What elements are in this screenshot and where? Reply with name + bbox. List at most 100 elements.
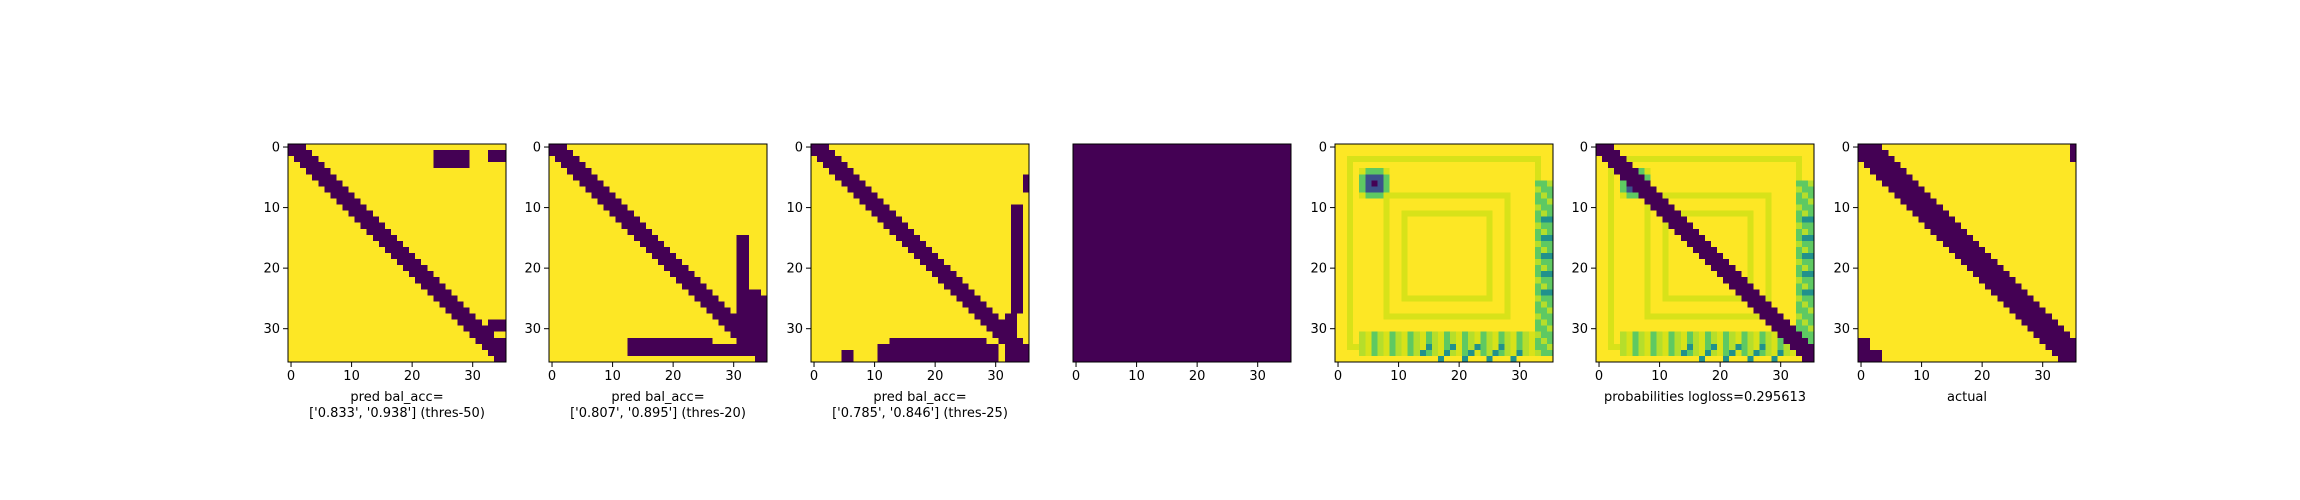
heatmap-cell (847, 307, 854, 314)
heatmap-cell (980, 325, 987, 333)
heatmap-cell (706, 265, 713, 272)
heatmap-cell (609, 301, 616, 308)
heatmap-cell (1260, 150, 1268, 157)
heatmap-cell (889, 222, 897, 230)
heatmap-cell (859, 301, 866, 308)
heatmap-cell (1182, 289, 1189, 296)
heatmap-cell (439, 343, 446, 351)
heatmap-cell (421, 253, 428, 260)
heatmap-cell (549, 180, 556, 187)
heatmap-cell (330, 234, 337, 242)
heatmap-cell (579, 192, 586, 199)
heatmap-cell (718, 186, 725, 193)
heatmap-cell (1272, 234, 1280, 242)
heatmap-cell (962, 150, 969, 157)
heatmap-cell (1212, 301, 1219, 308)
heatmap-cell (920, 307, 927, 314)
heatmap-cell (493, 307, 501, 314)
heatmap-cell (736, 265, 744, 272)
heatmap-cell (439, 144, 446, 151)
heatmap-cell (549, 240, 556, 248)
heatmap-cell (1133, 253, 1140, 260)
heatmap-cell (1230, 162, 1237, 169)
heatmap-cell (1242, 168, 1249, 175)
heatmap-cell (573, 343, 580, 351)
heatmap-cell (561, 186, 568, 193)
heatmap-cell (1079, 234, 1086, 242)
heatmap-cell (748, 301, 756, 308)
heatmap-cell (579, 228, 586, 236)
heatmap-cell (1266, 289, 1274, 296)
heatmap-cell (724, 325, 732, 333)
heatmap-cell (475, 283, 483, 290)
heatmap-cell (463, 253, 471, 260)
heatmap-cell (1163, 204, 1171, 211)
heatmap-cell (312, 180, 319, 187)
heatmap-cell (700, 246, 707, 254)
heatmap-cell (1073, 307, 1080, 314)
heatmap-cell (1022, 343, 1030, 351)
heatmap-cell (372, 204, 380, 211)
heatmap-cell (938, 301, 945, 308)
heatmap-cell (481, 168, 489, 175)
heatmap-cell (645, 283, 653, 290)
heatmap-cell (853, 216, 860, 224)
heatmap-cell (865, 162, 872, 169)
heatmap-cell (390, 162, 398, 169)
heatmap-cell (1163, 246, 1171, 254)
heatmap-cell (342, 289, 349, 296)
heatmap-cell (573, 150, 580, 157)
heatmap-cell (938, 180, 945, 187)
heatmap-cell (688, 355, 695, 363)
heatmap-cell (754, 180, 762, 187)
heatmap-cell (390, 240, 398, 248)
heatmap-cell (651, 271, 659, 278)
heatmap-cell (1133, 168, 1140, 175)
heatmap-cell (433, 180, 440, 187)
heatmap-cell (883, 253, 891, 260)
heatmap-cell (1157, 162, 1165, 169)
heatmap-cell (1091, 246, 1098, 254)
heatmap-cell (397, 162, 404, 169)
heatmap-cell (1163, 198, 1171, 205)
heatmap-cell (956, 162, 963, 169)
heatmap-cell (493, 234, 501, 242)
heatmap-cell (1206, 240, 1213, 248)
heatmap-cell (1224, 204, 1231, 211)
heatmap-cell (342, 295, 349, 302)
heatmap-cell (871, 319, 878, 327)
heatmap-cell (829, 313, 836, 320)
heatmap-cell (1188, 265, 1195, 272)
heatmap-cell (445, 192, 452, 199)
heatmap-cell (330, 319, 337, 327)
heatmap-cell (555, 216, 562, 224)
heatmap-cell (288, 295, 295, 302)
heatmap-cell (1182, 301, 1189, 308)
heatmap-cell (481, 180, 489, 187)
heatmap-cell (372, 319, 380, 327)
heatmap-cell (760, 259, 768, 266)
heatmap-cell (354, 349, 362, 357)
heatmap-cell (1127, 198, 1134, 205)
heatmap-cell (403, 307, 410, 314)
heatmap-cell (883, 313, 891, 320)
heatmap-cell (823, 150, 830, 157)
heatmap-cell (1224, 162, 1231, 169)
heatmap-cell (712, 343, 719, 351)
heatmap-cell (651, 337, 659, 345)
heatmap-cell (318, 216, 325, 224)
heatmap-cell (1248, 271, 1256, 278)
heatmap-cell (1194, 222, 1201, 230)
heatmap-cell (469, 246, 477, 254)
heatmap-cell (1224, 150, 1231, 157)
heatmap-cell (481, 259, 489, 266)
heatmap-cell (567, 234, 574, 242)
heatmap-cell (487, 331, 495, 339)
heatmap-cell (427, 156, 434, 163)
heatmap-cell (760, 337, 768, 345)
heatmap-cell (913, 234, 921, 242)
heatmap-cell (1151, 265, 1159, 272)
heatmap-cell (895, 253, 903, 260)
heatmap-cell (415, 331, 422, 339)
heatmap-cell (877, 192, 885, 199)
